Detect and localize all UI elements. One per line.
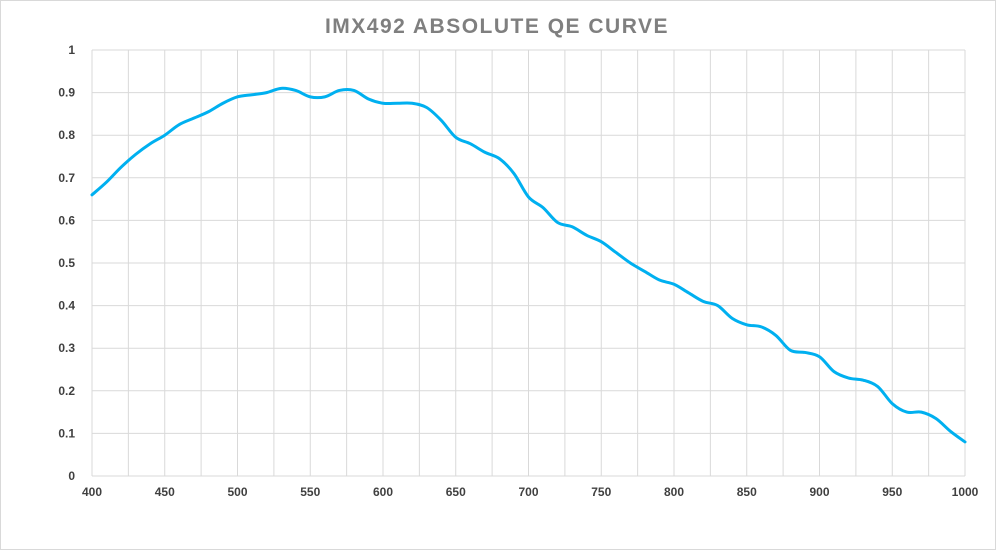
- gridlines: [91, 49, 966, 477]
- y-tick-label: 0.7: [58, 171, 75, 185]
- x-tick-label: 650: [446, 485, 466, 499]
- x-tick-label: 500: [227, 485, 247, 499]
- x-tick-label: 1000: [952, 485, 979, 499]
- x-tick-label: 800: [664, 485, 684, 499]
- y-tick-label: 0.2: [58, 384, 75, 398]
- x-tick-label: 550: [300, 485, 320, 499]
- y-axis-ticks: 0 0.1 0.2 0.3 0.4 0.5 0.6 0.7 0.8 0.9 1: [58, 43, 75, 483]
- x-tick-label: 750: [591, 485, 611, 499]
- x-tick-label: 900: [809, 485, 829, 499]
- x-tick-label: 400: [82, 485, 102, 499]
- y-tick-label: 0: [68, 469, 75, 483]
- y-tick-label: 0.4: [58, 299, 75, 313]
- y-tick-label: 1: [68, 43, 75, 57]
- y-tick-label: 0.6: [58, 213, 75, 227]
- qe-series-line: [90, 86, 967, 444]
- chart-title: IMX492 ABSOLUTE QE CURVE: [325, 15, 669, 38]
- x-tick-label: 950: [882, 485, 902, 499]
- y-tick-label: 0.1: [58, 426, 75, 440]
- series-group: [90, 86, 967, 444]
- x-tick-label: 700: [518, 485, 538, 499]
- y-tick-label: 0.9: [58, 86, 75, 100]
- x-axis-ticks: 400 450 500 550 600 650 700 750 800 850 900 950 1000: [82, 485, 979, 499]
- x-tick-label: 850: [737, 485, 757, 499]
- x-tick-label: 600: [373, 485, 393, 499]
- x-tick-label: 450: [155, 485, 175, 499]
- y-tick-label: 0.3: [58, 341, 75, 355]
- y-tick-label: 0.8: [58, 128, 75, 142]
- y-tick-label: 0.5: [58, 256, 75, 270]
